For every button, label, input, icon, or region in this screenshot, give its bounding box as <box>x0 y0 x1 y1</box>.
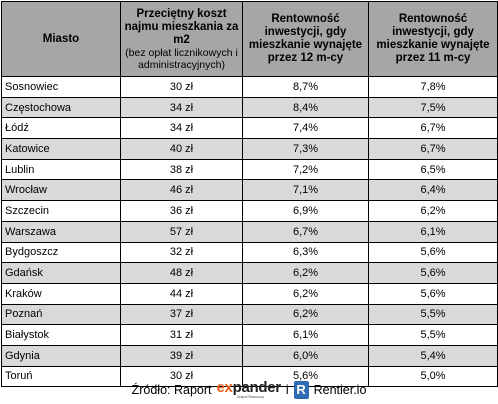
yield-12-cell: 7,2% <box>242 158 369 181</box>
table-row: Gdynia 39 zł 6,0% 5,4% <box>1 344 498 367</box>
yield-11-cell: 5,5% <box>368 303 498 326</box>
city-cell: Łódź <box>1 117 121 140</box>
cost-cell: 31 zł <box>120 324 243 346</box>
city-cell: Szczecin <box>1 200 121 222</box>
table-row: Bydgoszcz 32 zł 6,3% 5,6% <box>1 241 498 264</box>
table-row: Lublin 38 zł 7,2% 6,5% <box>1 158 498 181</box>
cost-cell: 40 zł <box>120 138 243 160</box>
yield-11-cell: 7,8% <box>368 76 498 98</box>
city-cell: Lublin <box>1 158 121 181</box>
source-label: Źródło: Raport <box>131 382 212 397</box>
header-city: Miasto <box>1 1 121 77</box>
yield-12-cell: 6,7% <box>242 220 369 243</box>
yield-11-cell: 6,4% <box>368 179 498 202</box>
cost-cell: 48 zł <box>120 262 243 284</box>
cost-cell: 36 zł <box>120 200 243 222</box>
yield-11-cell: 5,6% <box>368 262 498 284</box>
header-cost-note: (bez opłat licznikowych i administracyjn… <box>125 46 238 71</box>
table-row: Wrocław 46 zł 7,1% 6,4% <box>1 179 498 202</box>
table-row: Łódź 34 zł 7,4% 6,7% <box>1 117 498 140</box>
city-cell: Katowice <box>1 138 121 160</box>
city-cell: Częstochowa <box>1 96 121 119</box>
header-cost: Przeciętny koszt najmu mieszkania za m2 … <box>120 1 243 77</box>
city-cell: Białystok <box>1 324 121 346</box>
yield-12-cell: 6,2% <box>242 303 369 326</box>
yield-12-cell: 8,4% <box>242 96 369 119</box>
city-cell: Gdynia <box>1 344 121 367</box>
yield-11-cell: 6,7% <box>368 138 498 160</box>
table-row: Szczecin 36 zł 6,9% 6,2% <box>1 200 498 222</box>
table-row: Gdańsk 48 zł 6,2% 5,6% <box>1 262 498 284</box>
yield-12-cell: 6,1% <box>242 324 369 346</box>
yield-11-cell: 6,1% <box>368 220 498 243</box>
yield-12-cell: 7,3% <box>242 138 369 160</box>
yield-11-cell: 7,5% <box>368 96 498 119</box>
table-row: Białystok 31 zł 6,1% 5,5% <box>1 324 498 346</box>
yield-11-cell: 5,0% <box>368 365 498 388</box>
city-cell: Sosnowiec <box>1 76 121 98</box>
table-row: Katowice 40 zł 7,3% 6,7% <box>1 138 498 160</box>
cost-cell: 30 zł <box>120 76 243 98</box>
table-row: Częstochowa 34 zł 8,4% 7,5% <box>1 96 498 119</box>
cost-cell: 37 zł <box>120 303 243 326</box>
table-row: Warszawa 57 zł 6,7% 6,1% <box>1 220 498 243</box>
cost-cell: 32 zł <box>120 241 243 264</box>
yield-12-cell: 7,4% <box>242 117 369 140</box>
yield-12-cell: 6,2% <box>242 282 369 305</box>
rent-yield-table: Miasto Przeciętny koszt najmu mieszkania… <box>1 1 498 388</box>
city-cell: Bydgoszcz <box>1 241 121 264</box>
header-cost-title: Przeciętny koszt najmu mieszkania za m2 <box>124 7 239 46</box>
yield-12-cell: 6,0% <box>242 344 369 367</box>
table-row: Poznań 37 zł 6,2% 5,5% <box>1 303 498 326</box>
cost-cell: 44 zł <box>120 282 243 305</box>
table-row: Kraków 44 zł 6,2% 5,6% <box>1 282 498 305</box>
cost-cell: 57 zł <box>120 220 243 243</box>
city-cell: Toruń <box>1 365 121 388</box>
header-yield-12: Rentowność inwestycji, gdy mieszkanie wy… <box>242 1 369 77</box>
yield-12-cell: 6,3% <box>242 241 369 264</box>
city-cell: Kraków <box>1 282 121 305</box>
yield-12-cell: 6,2% <box>242 262 369 284</box>
yield-12-cell: 6,9% <box>242 200 369 222</box>
city-cell: Gdańsk <box>1 262 121 284</box>
header-row: Miasto Przeciętny koszt najmu mieszkania… <box>1 1 498 77</box>
city-cell: Warszawa <box>1 220 121 243</box>
city-cell: Poznań <box>1 303 121 326</box>
yield-11-cell: 5,6% <box>368 241 498 264</box>
cost-cell: 34 zł <box>120 117 243 140</box>
yield-11-cell: 6,2% <box>368 200 498 222</box>
connector-text: i <box>285 382 289 397</box>
yield-12-cell: 8,7% <box>242 76 369 98</box>
city-cell: Wrocław <box>1 179 121 202</box>
yield-11-cell: 5,6% <box>368 282 498 305</box>
yield-11-cell: 6,5% <box>368 158 498 181</box>
yield-12-cell: 7,1% <box>242 179 369 202</box>
rentier-logo-icon: R <box>293 380 309 399</box>
rentier-name: Rentier.io <box>313 382 367 397</box>
expander-tagline: Zespół Finansowy <box>236 393 265 399</box>
yield-11-cell: 5,5% <box>368 324 498 346</box>
source-footer: Źródło: Raport expander Zespół Finansowy… <box>0 375 498 404</box>
cost-cell: 38 zł <box>120 158 243 181</box>
cost-cell: 39 zł <box>120 344 243 367</box>
table-row: Sosnowiec 30 zł 8,7% 7,8% <box>1 76 498 98</box>
cost-cell: 46 zł <box>120 179 243 202</box>
yield-11-cell: 5,4% <box>368 344 498 367</box>
cost-cell: 34 zł <box>120 96 243 119</box>
header-yield-11: Rentowność inwestycji, gdy mieszkanie wy… <box>368 1 498 77</box>
yield-11-cell: 6,7% <box>368 117 498 140</box>
expander-logo: expander Zespół Finansowy <box>216 378 282 399</box>
